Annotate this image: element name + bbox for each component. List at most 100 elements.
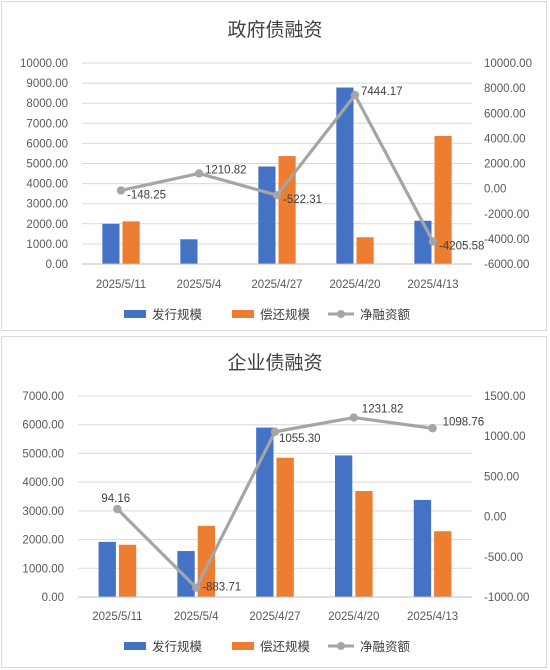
x-axis-tick: 2025/4/20: [329, 279, 380, 291]
right-axis-tick: -6000.00: [484, 259, 529, 271]
right-axis-tick: 0.00: [484, 512, 506, 524]
bar-issuance: [258, 166, 276, 264]
left-axis-tick: 0.00: [46, 259, 68, 271]
bar-repayment: [278, 156, 296, 264]
legend-label: 净融资额: [360, 307, 411, 322]
bar-repayment: [276, 457, 294, 597]
legend-label: 发行规模: [152, 639, 203, 654]
bar-issuance: [413, 499, 432, 597]
bar-issuance: [334, 455, 353, 597]
net-financing-point: [270, 427, 280, 436]
net-financing-data-label: 7444.17: [361, 86, 403, 98]
government-bond-chart-panel: 政府债融资 0.00 1000.00 2000.00 3000.00 4000.00 500…: [1, 1, 547, 331]
net-financing-line: [116, 415, 433, 590]
bar-repayment: [434, 135, 452, 264]
left-axis-tick: 5000.00: [26, 159, 68, 171]
x-axis-tick: 2025/4/13: [407, 279, 458, 291]
legend-label: 偿还规模: [260, 307, 311, 322]
chart-title: 政府债融资: [227, 19, 322, 41]
legend-label: 净融资额: [360, 639, 411, 654]
bar-issuance: [177, 551, 195, 597]
net-financing-data-label: -522.31: [283, 194, 322, 206]
left-axis-tick: 7000.00: [22, 391, 64, 403]
chart-svg: 政府债融资 0.00 1000.00 2000.00 3000.00 4000.00 500…: [20, 19, 532, 322]
left-axis-tick: 3000.00: [22, 506, 64, 518]
right-axis-tick: 6000.00: [484, 108, 526, 120]
left-axis-tick: 2000.00: [22, 535, 64, 547]
legend-label: 发行规模: [152, 307, 203, 322]
left-axis-tick: 10000.00: [20, 58, 68, 70]
right-axis-tick: -4000.00: [484, 234, 529, 246]
net-financing-point: [194, 169, 204, 178]
left-axis-tick: 4000.00: [26, 179, 68, 191]
bar-repayment: [118, 544, 137, 597]
left-axis-tick: 2000.00: [26, 219, 68, 231]
net-financing-point: [350, 90, 360, 100]
left-axis-tick: 5000.00: [22, 448, 64, 460]
right-axis-tick: 4000.00: [484, 133, 526, 145]
right-axis-tick: -1000.00: [484, 592, 529, 604]
net-financing-data-label: 1231.82: [362, 404, 404, 416]
net-financing-data-label: 1098.76: [443, 416, 485, 428]
left-axis-tick: 4000.00: [22, 477, 64, 489]
left-axis-tick: 8000.00: [26, 98, 68, 110]
x-axis-tick: 2025/5/4: [177, 279, 222, 291]
right-axis-tick: 1000.00: [484, 431, 526, 443]
corporate-bond-chart-panel: 企业债融资 0.00 1000.00 2000.00 3000.00 4000.00 500…: [1, 336, 547, 668]
net-financing-line: [120, 93, 435, 243]
left-axis-tick: 6000.00: [22, 420, 64, 432]
x-axis-tick: 2025/4/27: [251, 279, 302, 291]
net-financing-data-label: -4205.58: [439, 240, 484, 252]
x-axis-tick: 2025/4/13: [407, 611, 458, 623]
left-axis-tick: 1000.00: [26, 239, 68, 251]
net-financing-data-label: 94.16: [101, 493, 130, 505]
net-financing-point: [349, 413, 358, 422]
legend-marker: [337, 642, 345, 650]
left-axis-tick: 0.00: [42, 592, 64, 604]
net-financing-point: [116, 186, 126, 195]
chart-svg: 企业债融资 0.00 1000.00 2000.00 3000.00 4000.00 500…: [22, 352, 529, 654]
x-axis-tick: 2025/5/11: [96, 279, 146, 291]
bar-repayment: [355, 491, 373, 597]
bar-issuance: [336, 87, 354, 264]
legend-swatch: [124, 642, 146, 650]
legend-swatch: [232, 310, 254, 318]
bar-repayment: [434, 531, 452, 597]
bar-repayment: [356, 237, 374, 264]
bar-issuance: [98, 541, 116, 597]
net-financing-point: [428, 237, 438, 246]
right-axis-tick: -2000.00: [484, 209, 529, 221]
legend-swatch: [124, 310, 146, 318]
x-axis-tick: 2025/5/11: [92, 611, 142, 623]
net-financing-point: [428, 424, 437, 433]
bar-issuance: [180, 239, 198, 264]
net-financing-data-label: -148.25: [127, 189, 166, 201]
x-axis-tick: 2025/5/4: [174, 611, 219, 623]
net-financing-data-label: -883.71: [202, 582, 241, 594]
left-axis-tick: 1000.00: [22, 563, 64, 575]
net-financing-data-label: 1055.30: [279, 433, 321, 445]
right-axis-tick: 8000.00: [484, 83, 526, 95]
bar-repayment: [122, 221, 140, 264]
left-axis-tick: 9000.00: [26, 78, 68, 90]
net-financing-point: [272, 190, 282, 200]
right-axis-tick: 2000.00: [484, 159, 526, 171]
legend-swatch: [232, 642, 254, 650]
right-axis-tick: 10000.00: [484, 58, 532, 70]
left-axis-tick: 7000.00: [26, 118, 68, 130]
x-axis-tick: 2025/4/27: [249, 611, 300, 623]
net-financing-point: [192, 583, 201, 592]
bar-issuance: [102, 223, 120, 264]
left-axis-tick: 3000.00: [26, 199, 68, 211]
left-axis-tick: 6000.00: [26, 138, 68, 150]
right-axis-tick: -500.00: [484, 552, 523, 564]
legend-label: 偿还规模: [260, 639, 311, 654]
net-financing-point: [113, 504, 122, 514]
x-axis-tick: 2025/4/20: [328, 611, 379, 623]
right-axis-tick: 0.00: [484, 184, 506, 196]
legend-marker: [337, 310, 345, 318]
chart-title: 企业债融资: [227, 352, 322, 374]
right-axis-tick: 500.00: [484, 471, 519, 483]
right-axis-tick: 1500.00: [484, 391, 526, 403]
net-financing-data-label: 1210.82: [205, 164, 247, 176]
